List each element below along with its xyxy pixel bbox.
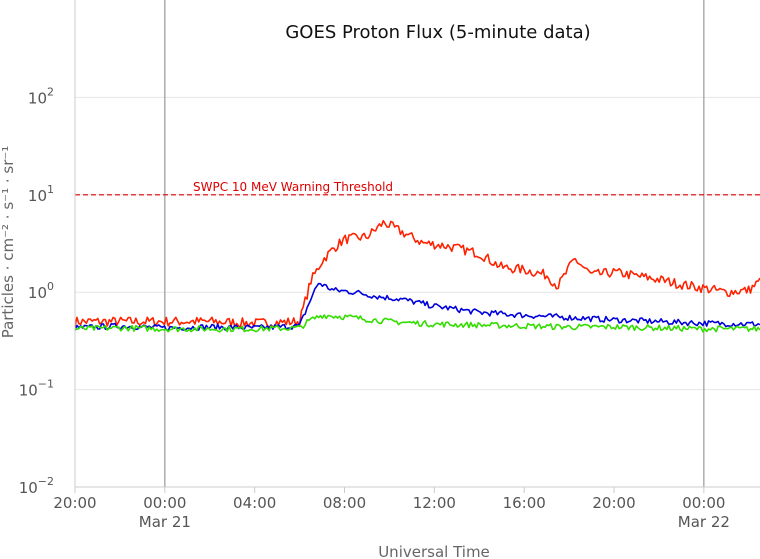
series-line-1: [74, 219, 760, 329]
y-tick-label: 10−1: [19, 378, 54, 400]
threshold-label: SWPC 10 MeV Warning Threshold: [193, 180, 393, 194]
grid-layer: [75, 0, 760, 488]
y-tick-label: 101: [28, 183, 54, 205]
chart-title: GOES Proton Flux (5-minute data): [285, 22, 590, 43]
x-tick-label: 04:00: [233, 494, 276, 512]
series-line-2: [74, 282, 760, 332]
x-tick-label: 00:00: [143, 494, 186, 512]
x-tick-label: 20:00: [592, 494, 635, 512]
series-line-3: [74, 314, 760, 333]
x-date-label: Mar 22: [678, 513, 730, 531]
y-axis-title: Particles · cm⁻² · s⁻¹ · sr⁻¹: [0, 146, 17, 339]
y-tick-label: 102: [28, 85, 54, 107]
x-tick-label: 00:00: [682, 494, 725, 512]
y-tick-label: 100: [28, 280, 54, 302]
y-tick-label: 10−2: [19, 475, 54, 497]
x-tick-label: 16:00: [503, 494, 546, 512]
x-tick-label: 20:00: [53, 494, 96, 512]
x-axis-title: Universal Time: [378, 543, 490, 559]
x-tick-label: 12:00: [413, 494, 456, 512]
x-tick-label: 08:00: [323, 494, 366, 512]
series-layer: [74, 219, 760, 333]
x-date-label: Mar 21: [139, 513, 191, 531]
threshold-layer: SWPC 10 MeV Warning Threshold: [75, 180, 760, 196]
